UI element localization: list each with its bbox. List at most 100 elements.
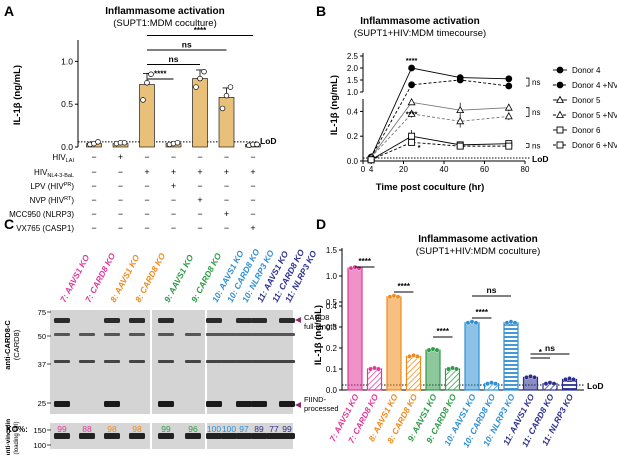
mw-marker: 150 [33,426,46,435]
panel-a-ytick-label: 0.5 [61,99,73,109]
panel-d-point [407,353,412,359]
panel-a-condition-mark: + [144,167,149,177]
panel-d-ytick-label: 0.5 [326,298,338,307]
legend-marker [556,81,564,89]
panel-a-point [193,84,199,90]
panel-b-ns-label: ns [532,142,540,151]
panel-d-bracket-label: ns [545,343,555,353]
panel-d-point [528,373,533,379]
panel-a-bracket-label: ns [182,40,192,50]
band-nonspecific [54,333,70,336]
band-nonspecific [158,333,174,336]
panel-a-subtitle: (SUPT1:MDM coculture) [113,18,216,29]
ko-percent-value: 89 [254,424,264,434]
panel-d-bar [347,267,363,391]
panel-b-point [456,76,464,84]
band-arrow-full [295,317,301,323]
panel-d-ytick-label: 1.0 [326,272,338,281]
panel-a-condition-mark: − [91,181,96,191]
legend-label: Donor 6 +NVP [572,141,617,150]
band-nonspecific [185,360,201,363]
panel-b-sig-label: * [418,143,421,152]
panel-label-c: C [4,216,14,232]
panel-a-condition-label: HIVLAI [52,153,74,164]
panel-a-condition-mark: + [250,167,255,177]
panel-d-bar [444,368,461,391]
panel-a-point [140,97,146,103]
band-nonspecific [221,333,237,336]
ko-percent-value: 99 [282,424,292,434]
panel-a-ytick-label: 1.0 [61,56,73,66]
panel-b-ytick-label: 0.2 [347,132,359,141]
panel-a-condition-mark: − [197,181,202,191]
band-label-full-1: CARD8 [304,313,329,322]
panel-d-point [411,352,416,358]
panel-a-condition-mark: − [171,223,176,233]
panel-d-point [465,320,471,326]
panel-b-ylabel: IL-1β (ng/mL) [329,75,340,135]
panel-d-point [524,374,529,380]
band-nonspecific [236,360,252,363]
panel-d-ytick-label: 0.4 [326,302,338,311]
panel-b-point [408,132,416,140]
legend-label: Donor 6 [572,126,601,135]
panel-d-point [454,366,459,372]
panel-d-point [368,366,373,372]
panel-b-point [407,97,416,106]
panel-a-bar [218,97,235,148]
panel-d-point [508,319,514,325]
panel-a-condition-mark: + [224,209,229,219]
panel-a-point [174,139,181,146]
legend-label: Donor 5 +NVP [572,111,617,120]
panel-a-point [227,84,234,90]
legend-marker [556,141,564,149]
panel-d-point [434,347,440,353]
panel-a-condition-mark: − [224,181,229,191]
mw-marker: 100 [33,441,46,450]
panel-b-xtick-label: 40 [440,165,449,174]
panel-a-condition-mark: − [144,195,149,205]
band-full-length [129,318,145,323]
panel-a-condition-mark: − [118,167,123,177]
band-nonspecific [206,333,222,336]
panel-a-point [148,71,154,77]
panel-d-bar [425,349,441,391]
panel-d-bar [405,355,422,391]
panel-d-point [547,380,553,386]
legend-marker [556,126,564,134]
panel-a-point [95,139,101,145]
mw-marker: 50 [38,332,46,341]
panel-d-ytick-label: 0.0 [326,386,338,395]
panel-d-point [489,380,494,386]
panel-a-point [144,80,150,86]
ko-percent-value: 98 [107,424,117,434]
band-label-full-2: full-length [304,322,337,331]
panel-a-point [197,75,203,82]
band-fiind-processed [206,401,222,407]
band-nonspecific [251,333,267,336]
panel-a-point [223,92,230,99]
panel-a-condition-mark: − [224,195,229,205]
panel-a-condition-mark: − [91,152,96,162]
panel-b-xtick-label: 4 [369,165,374,174]
panel-b-ns-label: ns [532,78,540,87]
panel-a-title: Inflammasome activation [105,6,224,17]
band-vinculin [158,433,174,439]
panel-d-bracket-label: **** [476,308,489,317]
band-nonspecific [79,360,95,363]
panel-b-point [456,116,465,125]
band-vinculin [279,433,295,439]
panel-b-ytick-label: 1.5 [347,76,359,85]
band-nonspecific [251,360,267,363]
panel-d-point [430,346,436,352]
panel-b-ytick-label: 0.0 [347,157,359,166]
band-nonspecific [266,333,282,336]
mw-marker: 25 [38,399,46,408]
ko-percent-label: KO%: [6,425,28,434]
panel-a-condition-mark: − [171,195,176,205]
band-full-length [236,318,252,323]
panel-d-ytick-label: 0.3 [326,323,338,332]
panel-a-condition-mark: − [250,181,255,191]
panel-d-point [415,353,420,359]
